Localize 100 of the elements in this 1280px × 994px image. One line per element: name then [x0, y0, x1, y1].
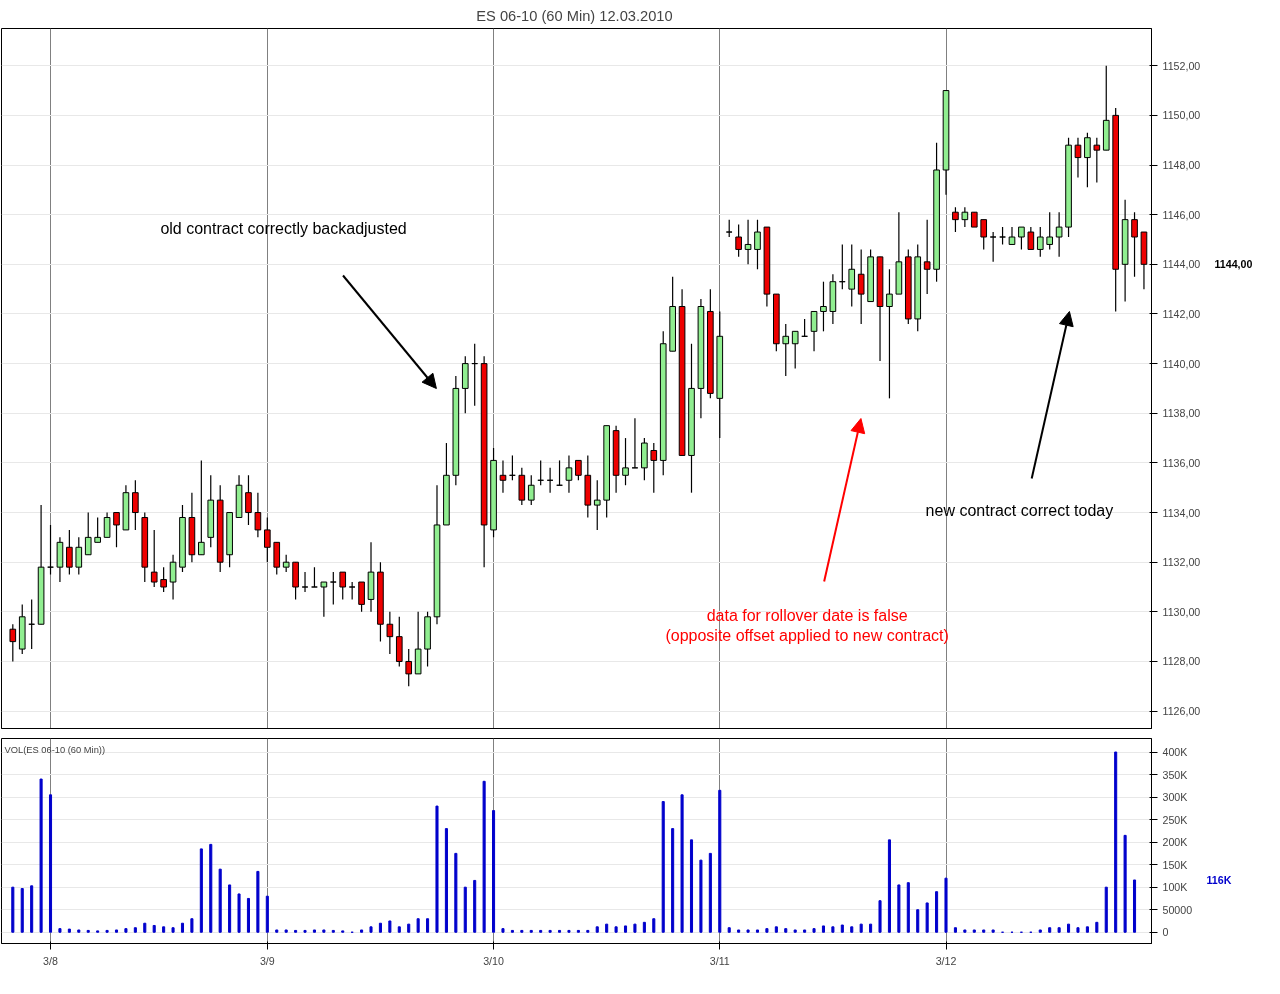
- bar: [878, 900, 882, 933]
- x-tick-label: 3/11: [709, 954, 730, 967]
- bar: [407, 923, 411, 933]
- bar: [275, 929, 279, 933]
- candlestick: [782, 323, 790, 377]
- bar: [20, 888, 24, 933]
- chart-title: ES 06-10 (60 Min) 12.03.2010: [476, 7, 673, 24]
- bar: [793, 929, 797, 933]
- annotation: old contract correctly backadjusted: [160, 220, 407, 237]
- bar: [11, 886, 15, 933]
- candlestick: [1018, 226, 1025, 251]
- bar: [237, 893, 241, 933]
- bar: [812, 928, 816, 933]
- bar: [897, 884, 901, 933]
- candlestick: [339, 571, 347, 601]
- bar: [39, 778, 43, 933]
- bar: [77, 929, 81, 933]
- bar: [312, 929, 316, 933]
- x-tick-label: 3/10: [483, 954, 504, 967]
- candlestick: [565, 454, 573, 494]
- bar: [133, 927, 137, 933]
- candlestick: [1027, 226, 1035, 251]
- y-tick-label: 400K: [1162, 746, 1188, 759]
- x-tick-label: 3/8: [43, 954, 58, 967]
- text: 1144,00: [1214, 258, 1253, 271]
- bar: [746, 929, 750, 933]
- candlestick: [150, 529, 158, 588]
- bar: [114, 929, 119, 933]
- candlestick: [886, 268, 893, 399]
- bar: [463, 886, 467, 933]
- candlestick: [1093, 137, 1101, 183]
- bar: [378, 922, 382, 933]
- bar: [699, 859, 703, 933]
- candlestick: [848, 243, 856, 308]
- candlestick: [358, 581, 365, 613]
- bar: [1085, 926, 1089, 933]
- candlestick: [245, 474, 252, 526]
- bar: [689, 839, 694, 933]
- bar: [774, 926, 778, 933]
- candlestick: [1131, 211, 1138, 278]
- bar: [199, 848, 203, 933]
- bar: [209, 843, 213, 933]
- text: VOL(ES 06-10 (60 Min)): [4, 744, 106, 755]
- bar: [322, 929, 326, 933]
- bar: [246, 897, 250, 933]
- candlestick: [301, 571, 309, 593]
- bar: [1114, 751, 1118, 933]
- bar: [784, 928, 788, 933]
- text: 116K: [1206, 873, 1232, 886]
- bar: [859, 923, 863, 933]
- bar: [1048, 927, 1052, 933]
- y-tick-label: 1148,00: [1162, 159, 1201, 172]
- bar: [887, 839, 891, 933]
- bar: [953, 927, 957, 933]
- candlestick: [9, 623, 17, 663]
- y-tick-label: 0: [1162, 926, 1169, 939]
- bar: [67, 928, 71, 933]
- candlestick: [810, 310, 818, 352]
- candlestick: [980, 219, 988, 251]
- bar: [1095, 921, 1099, 933]
- candlestick: [94, 516, 101, 543]
- bar: [737, 929, 741, 933]
- candlestick: [320, 581, 328, 618]
- bar: [963, 929, 967, 933]
- bar: [850, 926, 854, 933]
- x-tick-label: 3/9: [259, 954, 275, 967]
- candlestick: [103, 511, 111, 538]
- y-tick-label: 50000: [1162, 903, 1193, 916]
- bar: [925, 902, 929, 933]
- candlestick: [650, 442, 658, 494]
- bar: [755, 929, 760, 933]
- candlestick: [1046, 211, 1054, 251]
- candlestick: [66, 529, 73, 576]
- bar: [633, 923, 637, 933]
- candlestick: [254, 492, 262, 538]
- bar: [30, 885, 34, 933]
- candlestick: [311, 566, 318, 588]
- candlestick: [1074, 137, 1082, 179]
- bar: [1067, 923, 1071, 933]
- annotation: new contract correct today: [925, 502, 1114, 519]
- candlestick: [989, 231, 997, 263]
- bar: [435, 805, 439, 933]
- bar: [595, 926, 599, 933]
- bar: [1038, 929, 1042, 933]
- candlestick: [631, 417, 639, 469]
- candlestick: [329, 571, 337, 605]
- bar: [671, 828, 675, 933]
- candlestick: [820, 281, 827, 332]
- bar: [831, 926, 835, 933]
- bar: [972, 929, 976, 933]
- candlestick: [169, 554, 177, 601]
- candlestick: [593, 479, 601, 531]
- candlestick: [1084, 132, 1091, 188]
- bar: [765, 928, 769, 933]
- candlestick: [263, 516, 271, 563]
- y-tick-label: 1130,00: [1162, 605, 1201, 618]
- bar: [1104, 886, 1108, 933]
- candlestick: [160, 566, 167, 593]
- candlestick: [386, 611, 394, 655]
- bar: [152, 924, 156, 933]
